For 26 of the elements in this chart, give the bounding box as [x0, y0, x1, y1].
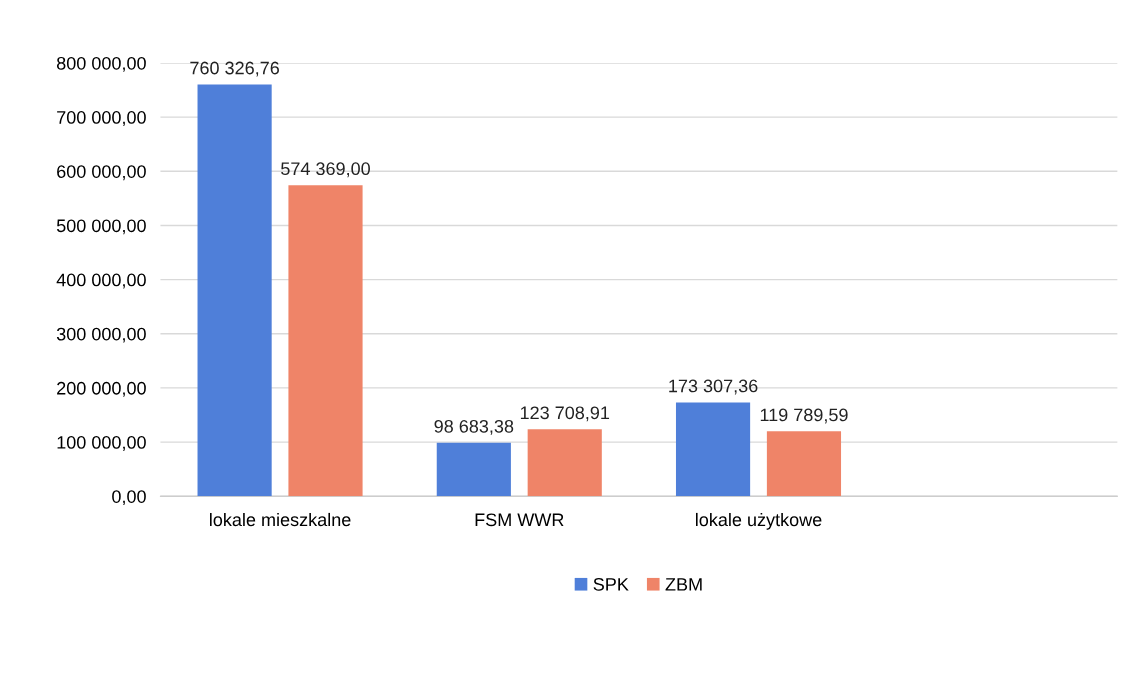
y-tick-label: 400 000,00 — [56, 273, 146, 289]
data-label: 173 307,36 — [669, 379, 758, 395]
bar — [288, 185, 363, 497]
y-tick-label: 600 000,00 — [57, 165, 146, 181]
y-tick-label: 200 000,00 — [57, 381, 146, 397]
x-tick-label: FSM WWR — [475, 513, 564, 527]
bar — [436, 442, 511, 497]
data-label: 123 708,91 — [520, 406, 610, 422]
bar — [675, 402, 751, 497]
data-label: 760 326,76 — [190, 61, 279, 77]
legend-label: ZBM — [665, 578, 702, 591]
bar — [197, 84, 272, 497]
y-tick-label: 100 000,00 — [57, 436, 146, 451]
bar — [527, 429, 602, 497]
bar — [766, 431, 842, 497]
data-label: 574 369,00 — [281, 162, 370, 178]
y-tick-label: 300 000,00 — [56, 327, 146, 343]
y-tick-label: 800 000,00 — [56, 56, 146, 72]
y-tick-label: 700 000,00 — [57, 111, 146, 126]
data-label: 98 683,38 — [434, 419, 514, 435]
x-tick-label: lokale mieszkalne — [210, 512, 351, 527]
y-tick-label: 0,00 — [112, 490, 146, 506]
data-label: 119 789,59 — [760, 408, 848, 424]
legend-label: SPK — [593, 577, 629, 591]
x-tick-label: lokale użytkowe — [696, 512, 822, 530]
y-tick-label: 500 000,00 — [56, 219, 146, 235]
